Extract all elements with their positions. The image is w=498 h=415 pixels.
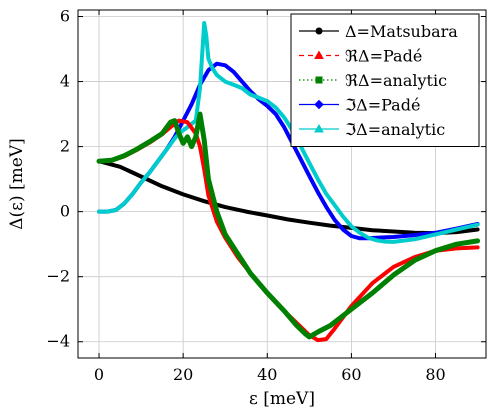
series-line-1 <box>97 118 480 343</box>
axis-ticks: 0 20 40 60 80 −4 −2 0 2 4 6 <box>46 7 486 384</box>
series-lines <box>96 21 481 343</box>
series-line-2 <box>96 111 481 340</box>
series-line-4 <box>97 21 480 244</box>
x-tick-label: 0 <box>94 365 104 384</box>
series-line-0 <box>97 159 480 236</box>
y-tick-label: −2 <box>46 267 70 286</box>
y-tick-label: 4 <box>60 72 70 91</box>
x-tick-label: 60 <box>341 365 361 384</box>
legend-marker-circle <box>315 27 323 35</box>
legend-label: ℑΔ=analytic <box>345 120 445 139</box>
x-tick-label: 20 <box>173 365 193 384</box>
y-tick-label: 2 <box>60 137 70 156</box>
legend-label: ℜΔ=analytic <box>345 71 447 90</box>
y-tick-label: 6 <box>60 7 70 26</box>
legend-label: Δ=Matsubara <box>345 22 458 41</box>
x-tick-label: 40 <box>257 365 277 384</box>
y-tick-label: −4 <box>46 332 70 351</box>
plot-frame <box>77 9 487 359</box>
legend-marker-diamond <box>314 99 324 110</box>
legend-marker-triangle <box>314 50 324 59</box>
legend-label: ℜΔ=Padé <box>345 47 422 66</box>
legend-marker-triangle <box>314 123 324 133</box>
x-tick-label: 80 <box>425 365 445 384</box>
x-axis-title: ε [meV] <box>249 389 315 409</box>
legend-marker-square <box>315 76 323 84</box>
legend-label: ℑΔ=Padé <box>345 96 420 115</box>
legend: Δ=Matsubara ℜΔ=Padé ℜΔ=analytic ℑΔ=Padé ℑΔ=a… <box>290 13 480 147</box>
y-tick-label: 0 <box>60 202 70 221</box>
y-axis-title: Δ(ε) [meV] <box>7 138 27 229</box>
